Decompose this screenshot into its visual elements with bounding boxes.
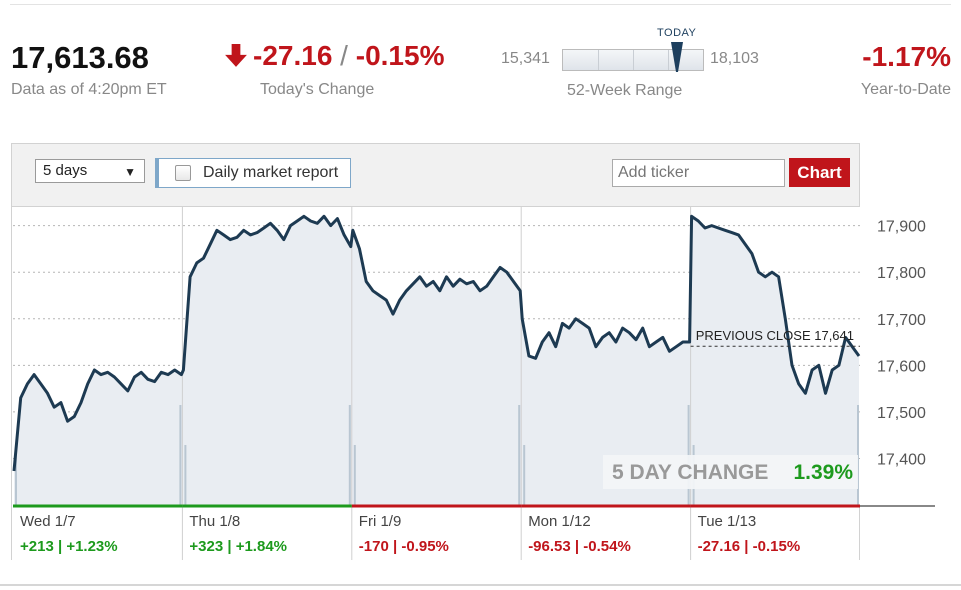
- day-change: -27.16 | -0.15%: [698, 538, 801, 555]
- y-tick-label: 17,800: [877, 265, 926, 282]
- price-line: [12, 214, 861, 472]
- range-today-label: TODAY: [657, 27, 697, 39]
- add-ticker-input[interactable]: [612, 159, 785, 187]
- index-price: 17,613.68: [11, 40, 149, 75]
- day-change: -96.53 | -0.54%: [528, 538, 631, 555]
- daily-report-label: Daily market report: [203, 164, 339, 181]
- data-timestamp: Data as of 4:20pm ET: [11, 81, 167, 98]
- day-label: Tue 1/13: [698, 513, 757, 530]
- volume-bar: [179, 405, 182, 505]
- ytd-label: Year-to-Date: [860, 81, 951, 98]
- chart-toolbar: 5 days ▼ Daily market report Chart: [12, 144, 859, 207]
- volume-bar: [353, 445, 356, 505]
- volume-bar: [348, 405, 351, 505]
- five-day-change-value: 1.39%: [793, 461, 853, 484]
- day-change: +323 | +1.84%: [189, 538, 287, 555]
- range-low: 15,341: [501, 50, 550, 67]
- today-marker-icon: [671, 42, 683, 72]
- bottom-divider: [0, 584, 961, 586]
- five-day-change-box: [603, 455, 858, 489]
- daily-report-toggle[interactable]: Daily market report: [155, 158, 351, 188]
- price-area: [14, 216, 859, 506]
- range-high: 18,103: [710, 50, 759, 67]
- period-select-value: 5 days: [43, 162, 88, 179]
- volume-bar: [518, 405, 521, 505]
- caret-down-icon: ▼: [124, 165, 136, 179]
- day-change: +213 | +1.23%: [20, 538, 118, 555]
- y-tick-label: 17,600: [877, 358, 926, 375]
- change-separator: /: [332, 40, 356, 71]
- y-tick-label: 17,700: [877, 312, 926, 329]
- period-select[interactable]: 5 days ▼: [35, 159, 145, 183]
- day-change: -170 | -0.95%: [359, 538, 449, 555]
- day-label: Thu 1/8: [189, 513, 240, 530]
- y-tick-label: 17,400: [877, 451, 926, 468]
- todays-change-label: Today's Change: [260, 81, 375, 98]
- down-arrow-icon: [225, 44, 247, 67]
- volume-bar: [523, 445, 526, 505]
- day-label: Mon 1/12: [528, 513, 591, 530]
- range-bar: [562, 49, 704, 71]
- ytd-value: -1.17%: [862, 41, 951, 72]
- five-day-change-label: 5 DAY CHANGE: [612, 461, 768, 484]
- volume-bar: [15, 445, 17, 505]
- day-label: Fri 1/9: [359, 513, 402, 530]
- change-percent: -0.15%: [355, 40, 445, 71]
- day-label: Wed 1/7: [20, 513, 76, 530]
- y-tick-label: 17,900: [877, 219, 926, 236]
- todays-change: -27.16 / -0.15%: [225, 40, 444, 72]
- daily-report-checkbox[interactable]: [175, 165, 191, 181]
- y-tick-label: 17,500: [877, 405, 926, 422]
- volume-bar: [184, 445, 187, 505]
- range-label: 52-Week Range: [567, 82, 683, 99]
- chart-button[interactable]: Chart: [789, 158, 850, 187]
- change-points: -27.16: [253, 40, 333, 71]
- top-divider: [10, 4, 951, 5]
- previous-close-label: PREVIOUS CLOSE 17,641: [696, 328, 854, 343]
